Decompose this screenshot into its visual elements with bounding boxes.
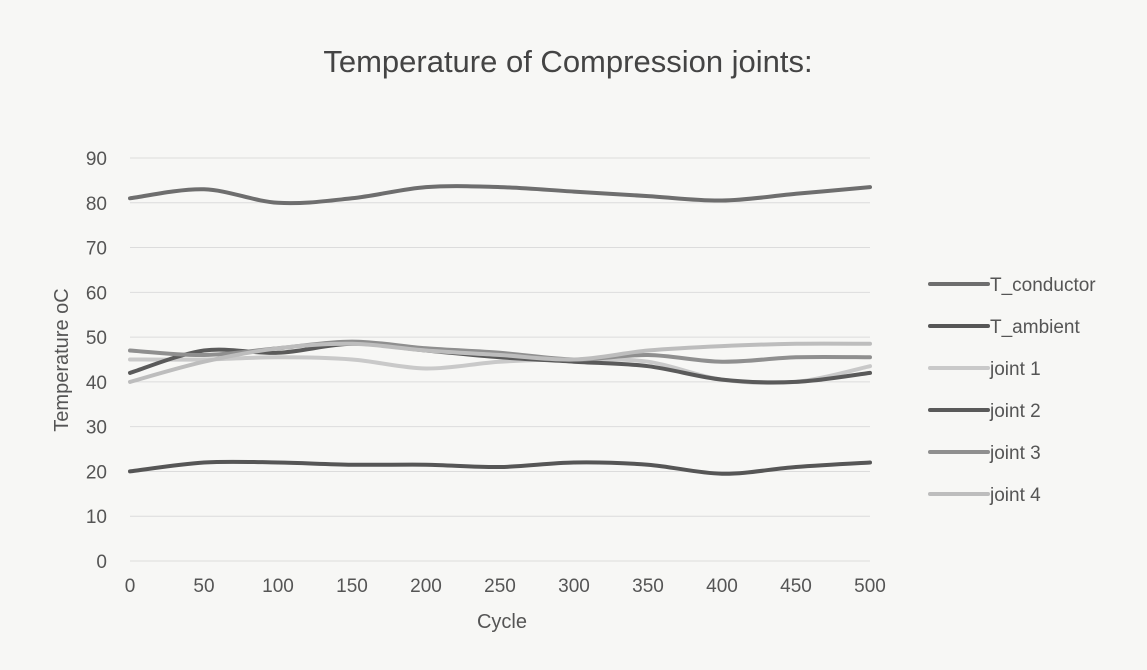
legend-label-joint-1: joint 1 [989, 359, 1041, 380]
series-line-joint-4 [128, 341, 872, 384]
y-tick-label: 90 [86, 149, 107, 170]
y-axis-label: Temperature oC [51, 288, 73, 431]
x-tick-label: 300 [558, 576, 590, 597]
legend-label-t-ambient: T_ambient [990, 317, 1080, 338]
chart-title: Temperature of Compression joints: [323, 44, 812, 79]
x-axis-label: Cycle [477, 611, 527, 633]
x-tick-label: 350 [632, 576, 664, 597]
y-tick-label: 50 [86, 328, 107, 349]
legend-label-joint-3: joint 3 [989, 443, 1041, 464]
x-tick-label: 100 [262, 576, 294, 597]
y-tick-label: 30 [86, 418, 107, 439]
y-axis-ticks: 0 10 20 30 40 50 60 70 80 90 [86, 149, 107, 573]
y-tick-label: 60 [86, 283, 107, 304]
legend-label-t-conductor: T_conductor [990, 275, 1096, 296]
series-lines [128, 184, 872, 476]
y-tick-label: 20 [86, 462, 107, 483]
legend-label-joint-4: joint 4 [989, 485, 1041, 506]
x-tick-label: 450 [780, 576, 812, 597]
x-tick-label: 150 [336, 576, 368, 597]
y-tick-label: 80 [86, 194, 107, 215]
gridlines [130, 157, 870, 562]
y-tick-label: 40 [86, 373, 107, 394]
x-tick-label: 250 [484, 576, 516, 597]
x-tick-label: 500 [854, 576, 886, 597]
y-tick-label: 0 [96, 552, 107, 573]
x-tick-label: 0 [125, 576, 136, 597]
y-tick-label: 70 [86, 239, 107, 260]
x-tick-label: 50 [193, 576, 214, 597]
x-axis-ticks: 0 50 100 150 200 250 300 350 400 450 500 [125, 576, 886, 597]
legend-label-joint-2: joint 2 [989, 401, 1041, 422]
x-tick-label: 400 [706, 576, 738, 597]
series-line-t-ambient [128, 459, 872, 476]
y-tick-label: 10 [86, 507, 107, 528]
x-tick-label: 200 [410, 576, 442, 597]
series-line-t-conductor [128, 184, 872, 206]
